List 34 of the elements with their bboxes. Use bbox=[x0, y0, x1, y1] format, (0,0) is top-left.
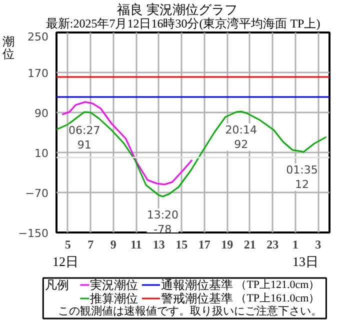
x-tick-label: 5 bbox=[64, 238, 71, 252]
x-tick-label: 13 bbox=[152, 238, 165, 252]
y-tick-label: −150 bbox=[18, 227, 49, 240]
legend-title: 凡例 bbox=[44, 278, 69, 292]
x-tick-label: 3 bbox=[315, 238, 322, 252]
y-tick-label: 170 bbox=[28, 67, 49, 80]
chart-title: 福良 実況潮位グラフ bbox=[117, 2, 238, 17]
x-tick-label: 9 bbox=[110, 238, 116, 252]
line-series bbox=[61, 101, 193, 186]
y-axis-title: 潮位 bbox=[2, 34, 14, 62]
x-tick-label: 11 bbox=[130, 238, 142, 252]
x-tick-label: 21 bbox=[244, 238, 256, 252]
text: この観測値は速報値です。取り扱いにご注意下さい。 bbox=[58, 304, 322, 318]
x-tick-label: 23 bbox=[266, 238, 279, 252]
x-tick-label: 15 bbox=[176, 238, 188, 252]
y-tick-label: −70 bbox=[25, 187, 49, 200]
line-series bbox=[56, 110, 328, 198]
text: 12日 bbox=[52, 254, 78, 269]
legend-label: 実況潮位 bbox=[90, 278, 138, 292]
legend-label: 推算潮位 bbox=[90, 292, 138, 306]
x-tick-label: 17 bbox=[198, 238, 210, 252]
annotation: 01:35 12 bbox=[286, 164, 318, 191]
y-tick-label: 250 bbox=[28, 30, 49, 44]
y-tick-label: 10 bbox=[34, 147, 49, 160]
text: 13日 bbox=[292, 254, 318, 269]
y-tick-label: 90 bbox=[34, 107, 49, 120]
x-tick-label: 7 bbox=[88, 238, 94, 252]
legend-label: 警戒潮位基準 （TP上161.0cm） bbox=[160, 292, 320, 306]
x-tick-label: 1 bbox=[292, 238, 298, 252]
chart-subtitle: 最新:2025年7月12日16時30分(東京湾平均海面 TP上) bbox=[46, 16, 320, 30]
annotation: 20:14 92 bbox=[225, 124, 258, 151]
annotation: 06:27 91 bbox=[68, 124, 100, 152]
legend-label: 通報潮位基準 （TP上121.0cm） bbox=[160, 278, 320, 292]
x-tick-label: 19 bbox=[221, 238, 234, 252]
